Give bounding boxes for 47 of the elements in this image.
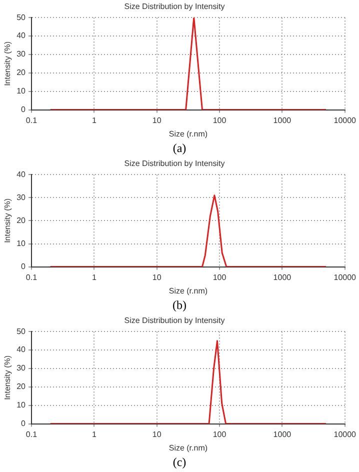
chart-title: Size Distribution by Intensity	[124, 159, 225, 168]
chart-title: Size Distribution by Intensity	[124, 316, 225, 326]
x-tick-label: 1	[92, 430, 97, 439]
y-tick-label: 10	[16, 86, 26, 96]
y-tick-label: 20	[16, 68, 26, 78]
x-axis-title: Size (r.nm)	[168, 129, 208, 138]
y-tick-label: 10	[16, 400, 26, 410]
y-tick-label: 40	[16, 345, 26, 354]
x-tick-label: 1	[92, 116, 97, 125]
y-tick-label: 0	[21, 419, 26, 428]
x-tick-label: 1	[92, 272, 97, 282]
y-axis-title: Intensity (%)	[3, 198, 12, 243]
y-tick-label: 0	[21, 262, 26, 272]
x-tick-label: 0.1	[26, 116, 38, 125]
x-tick-label: 0.1	[26, 272, 38, 282]
x-tick-label: 10000	[334, 272, 357, 282]
y-tick-label: 40	[16, 170, 26, 179]
x-axis-title: Size (r.nm)	[168, 443, 208, 452]
y-tick-label: 40	[16, 31, 26, 40]
x-tick-label: 10	[152, 272, 162, 282]
y-tick-label: 0	[21, 105, 26, 114]
y-tick-label: 50	[16, 326, 26, 336]
x-tick-label: 0.1	[26, 430, 38, 439]
x-tick-label: 100	[212, 272, 227, 282]
chart-title: Size Distribution by Intensity	[124, 2, 225, 12]
x-tick-label: 10	[152, 116, 162, 125]
y-tick-label: 20	[16, 216, 26, 225]
text: (a)	[172, 140, 188, 157]
x-tick-label: 10000	[334, 430, 357, 439]
x-tick-label: 1000	[273, 116, 292, 125]
y-axis-title: Intensity (%)	[3, 41, 12, 86]
y-tick-label: 10	[16, 238, 26, 248]
y-tick-label: 50	[16, 12, 26, 22]
x-tick-label: 10000	[334, 116, 357, 125]
x-tick-label: 1000	[273, 430, 292, 439]
y-tick-label: 20	[16, 382, 26, 392]
x-tick-label: 1000	[273, 272, 292, 282]
y-tick-label: 30	[16, 364, 26, 373]
x-axis-title: Size (r.nm)	[168, 286, 208, 296]
y-axis-title: Intensity (%)	[3, 355, 12, 400]
x-tick-label: 100	[212, 430, 227, 439]
y-tick-label: 30	[16, 50, 26, 59]
text: (b)	[172, 297, 188, 314]
y-tick-label: 30	[16, 192, 26, 202]
x-tick-label: 100	[212, 116, 227, 125]
x-tick-label: 10	[152, 430, 162, 439]
text: (c)	[172, 454, 188, 471]
